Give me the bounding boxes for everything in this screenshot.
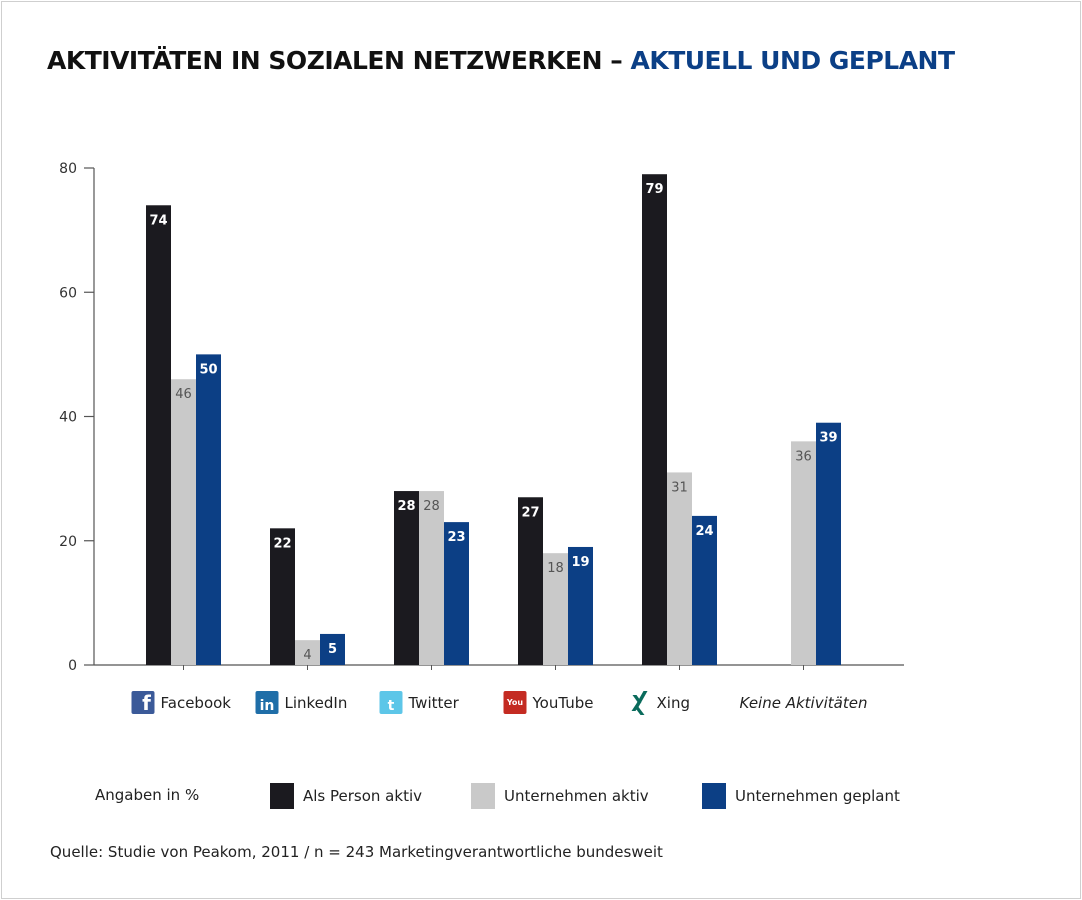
bar-als-person-aktiv (642, 174, 667, 665)
data-label: 31 (671, 480, 688, 495)
bar-als-person-aktiv (394, 491, 419, 665)
chart-title: AKTIVITÄTEN IN SOZIALEN NETZWERKEN – AKT… (47, 46, 955, 75)
data-label: 4 (303, 648, 311, 663)
bar-unternehmen-aktiv (543, 553, 568, 665)
y-tick-label: 0 (68, 658, 77, 674)
data-label: 50 (199, 362, 217, 377)
data-label: 19 (571, 555, 589, 570)
data-label: 28 (397, 499, 415, 514)
bar-unternehmen-aktiv (419, 491, 444, 665)
legend-item-unternehmen-aktiv: Unternehmen aktiv (471, 783, 649, 809)
data-label: 23 (447, 530, 465, 545)
bar-als-person-aktiv (518, 497, 543, 665)
data-label: 22 (273, 536, 291, 551)
bar-unternehmen-geplant (692, 515, 717, 665)
y-tick-label: 80 (59, 161, 77, 177)
bar-unternehmen-geplant (568, 546, 593, 665)
data-label: 36 (795, 449, 812, 464)
category-label: LinkedIn (285, 694, 348, 712)
y-tick-label: 40 (59, 410, 77, 426)
bar-unternehmen-aktiv (295, 640, 320, 665)
xing-icon (631, 691, 648, 715)
legend-label: Unternehmen aktiv (504, 787, 649, 805)
legend-item-unternehmen-geplant: Unternehmen geplant (702, 783, 900, 809)
bar-als-person-aktiv (146, 205, 171, 665)
twitter-icon (379, 691, 403, 714)
bar-unternehmen-aktiv (171, 379, 196, 665)
twitter-icon-glyph: t (388, 698, 395, 714)
title-accent: AKTUELL UND GEPLANT (630, 46, 955, 75)
linkedin-icon (255, 691, 279, 714)
category-label: Facebook (161, 694, 232, 712)
category-label: YouTube (532, 694, 594, 712)
facebook-icon-glyph: f (142, 691, 151, 715)
bar-unternehmen-aktiv (791, 441, 816, 665)
y-tick-label: 60 (59, 285, 77, 301)
youtube-icon (503, 691, 527, 714)
bar-chart: 0 20 40 60 80 74 46 50 Facebook f 22 4 5 LinkedIn in 28… (59, 161, 904, 715)
title-main: AKTIVITÄTEN IN SOZIALEN NETZWERKEN – (47, 46, 631, 75)
legend: Angaben in % Als Person aktiv Unternehme… (0, 783, 1082, 809)
youtube-icon-glyph: You (506, 698, 524, 707)
data-label: 74 (149, 213, 167, 228)
source-note: Quelle: Studie von Peakom, 2011 / n = 24… (50, 843, 663, 861)
bar-unternehmen-geplant (196, 354, 221, 665)
data-label: 39 (819, 431, 837, 446)
legend-label: Unternehmen geplant (735, 787, 900, 805)
legend-label: Als Person aktiv (303, 787, 422, 805)
category-label: Xing (657, 694, 690, 712)
data-label: 46 (175, 387, 192, 402)
legend-swatch (471, 783, 495, 809)
bar-unternehmen-geplant (444, 522, 469, 665)
data-label: 18 (547, 561, 564, 576)
bar-unternehmen-aktiv (667, 472, 692, 665)
data-label: 79 (645, 182, 663, 197)
y-tick-label: 20 (59, 534, 77, 550)
data-label: 5 (328, 642, 337, 657)
data-label: 24 (695, 524, 713, 539)
bar-als-person-aktiv (270, 528, 295, 665)
legend-note: Angaben in % (95, 786, 199, 804)
category-label: Twitter (408, 694, 460, 712)
bar-unternehmen-geplant (816, 422, 841, 665)
data-label: 28 (423, 499, 440, 514)
legend-item-als-person-aktiv: Als Person aktiv (270, 783, 422, 809)
legend-swatch (702, 783, 726, 809)
legend-swatch (270, 783, 294, 809)
linkedin-icon-glyph: in (260, 698, 275, 714)
category-label: Keine Aktivitäten (740, 694, 868, 712)
legend-note-text: Angaben in % (95, 786, 200, 804)
data-label: 27 (521, 505, 539, 520)
bar-unternehmen-geplant (320, 633, 345, 665)
facebook-icon (131, 691, 155, 714)
